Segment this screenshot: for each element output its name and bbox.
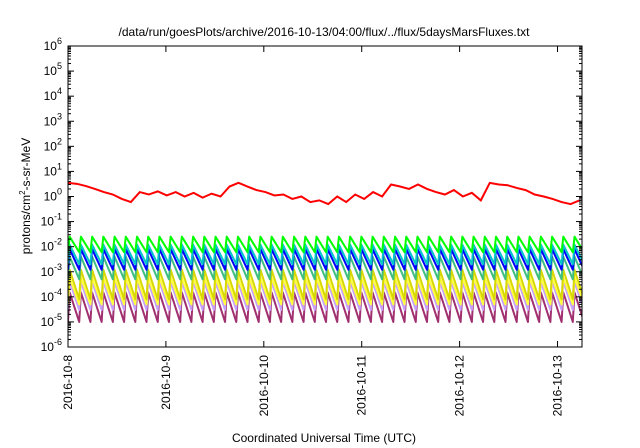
x-axis-ticks: 2016-10-8 2016-10-9 2016-10-10 2016-10-11 20… bbox=[61, 46, 565, 416]
y-tick-label: 10-5 bbox=[41, 312, 62, 329]
y-tick-exp: -2 bbox=[54, 237, 62, 247]
y-tick-exp: 5 bbox=[57, 61, 62, 71]
y-tick-exp: -5 bbox=[54, 312, 62, 322]
y-tick-exp: -6 bbox=[54, 337, 62, 347]
y-tick-base: 10 bbox=[44, 114, 58, 128]
y-axis-label-base: protons/cm bbox=[19, 195, 33, 254]
y-tick-base: 10 bbox=[41, 290, 55, 304]
y-tick-label: 10-1 bbox=[41, 212, 62, 229]
y-tick-exp: 3 bbox=[57, 111, 62, 121]
y-tick-label: 10-3 bbox=[41, 262, 62, 279]
periodic-flux-line bbox=[68, 268, 582, 301]
y-axis-label-sup: 2 bbox=[18, 190, 27, 195]
periodic-flux-line bbox=[68, 235, 582, 254]
y-tick-base: 10 bbox=[41, 340, 55, 354]
chart-title: /data/run/goesPlots/archive/2016-10-13/0… bbox=[119, 25, 531, 39]
y-tick-base: 10 bbox=[41, 265, 55, 279]
flux-series-line bbox=[68, 181, 580, 206]
y-tick-label: 10-6 bbox=[41, 337, 62, 354]
series-layer bbox=[68, 181, 582, 323]
y-tick-label: 102 bbox=[44, 136, 62, 153]
y-tick-exp: 6 bbox=[57, 36, 62, 46]
y-axis-label-rest: -s-sr-MeV bbox=[19, 138, 33, 191]
y-tick-exp: 1 bbox=[57, 161, 62, 171]
y-tick-label: 105 bbox=[44, 61, 62, 78]
y-tick-label: 104 bbox=[44, 86, 62, 103]
y-tick-label: 100 bbox=[44, 187, 62, 204]
y-tick-base: 10 bbox=[44, 139, 58, 153]
x-axis-label: Coordinated Universal Time (UTC) bbox=[232, 431, 416, 445]
x-tick-label: 2016-10-10 bbox=[257, 355, 271, 417]
x-tick-label: 2016-10-13 bbox=[551, 355, 565, 417]
y-tick-base: 10 bbox=[41, 215, 55, 229]
y-tick-base: 10 bbox=[44, 190, 58, 204]
y-tick-base: 10 bbox=[41, 315, 55, 329]
y-axis-label: protons/cm2-s-sr-MeV bbox=[18, 138, 33, 254]
y-axis-ticks: 10-610-510-410-310-210-11001011021031041… bbox=[41, 36, 582, 354]
y-tick-label: 103 bbox=[44, 111, 62, 128]
y-tick-base: 10 bbox=[44, 64, 58, 78]
x-tick-label: 2016-10-8 bbox=[61, 355, 75, 410]
y-tick-base: 10 bbox=[44, 164, 58, 178]
y-tick-label: 10-4 bbox=[41, 287, 62, 304]
x-tick-label: 2016-10-11 bbox=[355, 355, 369, 416]
y-tick-exp: -4 bbox=[54, 287, 62, 297]
y-tick-exp: 4 bbox=[57, 86, 62, 96]
y-tick-exp: 0 bbox=[57, 187, 62, 197]
y-tick-label: 106 bbox=[44, 36, 62, 53]
y-tick-exp: 2 bbox=[57, 136, 62, 146]
y-tick-label: 10-2 bbox=[41, 237, 62, 254]
periodic-flux-line bbox=[68, 243, 582, 266]
y-tick-exp: -3 bbox=[54, 262, 62, 272]
x-tick-label: 2016-10-9 bbox=[159, 355, 173, 410]
y-tick-exp: -1 bbox=[54, 212, 62, 222]
y-tick-label: 101 bbox=[44, 161, 62, 178]
y-tick-base: 10 bbox=[44, 39, 58, 53]
x-tick-label: 2016-10-12 bbox=[453, 355, 467, 417]
y-tick-base: 10 bbox=[41, 240, 55, 254]
y-tick-base: 10 bbox=[44, 89, 58, 103]
